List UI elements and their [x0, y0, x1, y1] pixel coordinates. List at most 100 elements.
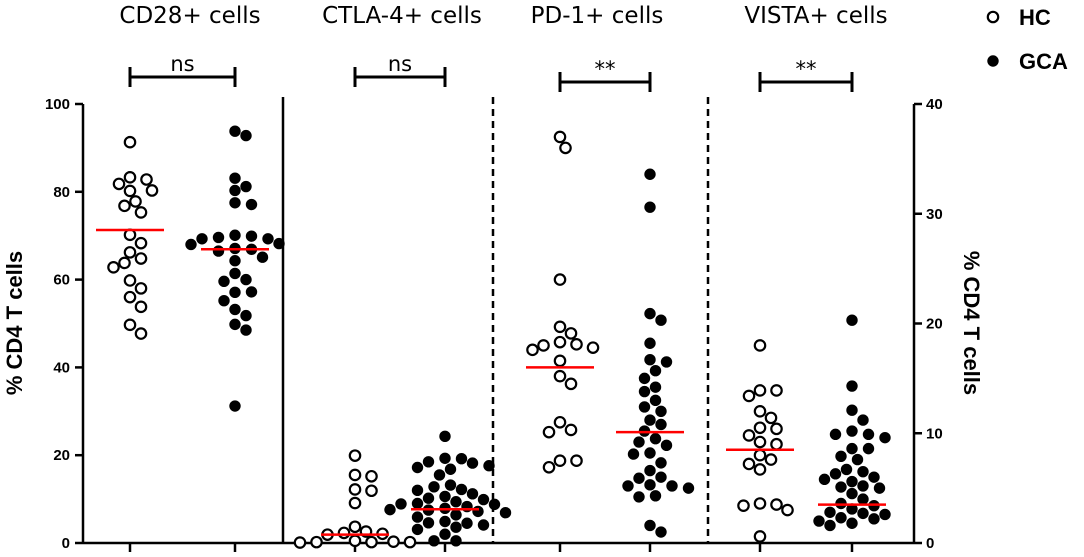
gca-data-point: [229, 303, 241, 316]
gca-data-point: [846, 314, 858, 326]
gca-data-point: [655, 471, 667, 483]
hc-data-point: [140, 173, 153, 186]
hc-data-point: [123, 171, 137, 184]
hc-data-point: [107, 261, 120, 274]
hc-data-point: [570, 338, 583, 351]
hc-data-point: [553, 354, 567, 368]
gca-data-point: [439, 490, 451, 503]
left-axis-tick-label: 80: [53, 184, 70, 201]
hc-data-point: [134, 252, 148, 265]
hc-data-point: [348, 520, 362, 534]
gca-data-point: [196, 233, 208, 245]
hc-data-point: [337, 526, 351, 540]
hc-data-point: [134, 282, 148, 295]
hc-data-point: [348, 468, 362, 482]
gca-data-point: [229, 267, 241, 280]
gca-data-point: [240, 309, 252, 322]
gca-data-point: [633, 436, 645, 448]
gca-data-point: [682, 482, 695, 494]
gca-data-point: [273, 237, 285, 250]
gca-data-point: [638, 401, 651, 413]
gca-data-point: [824, 519, 836, 532]
hc-data-point: [112, 177, 126, 191]
gca-data-point: [229, 229, 241, 241]
gca-data-point: [450, 521, 462, 533]
right-axis-tick-label: 10: [926, 425, 943, 442]
legend-filled-circle-icon: [987, 55, 999, 67]
gca-data-point: [411, 461, 424, 474]
hc-data-point: [118, 199, 131, 213]
gca-data-point: [644, 479, 656, 491]
hc-data-point: [564, 327, 578, 340]
right-axis-tick-label: 0: [926, 535, 934, 552]
gca-data-point: [439, 528, 451, 540]
gca-data-point: [240, 129, 252, 142]
gca-data-point: [862, 442, 875, 455]
gca-data-point: [846, 425, 858, 437]
hc-data-point: [537, 339, 550, 352]
hc-data-point: [770, 422, 783, 436]
gca-data-point: [851, 453, 864, 466]
hc-data-point: [753, 448, 767, 462]
hc-data-point: [365, 469, 378, 483]
gca-data-point: [212, 231, 225, 244]
legend-open-circle-icon: [986, 10, 1000, 24]
hc-data-point: [348, 496, 362, 510]
hc-data-point: [586, 341, 600, 354]
gca-data-point: [649, 490, 662, 502]
gca-data-point: [873, 482, 886, 494]
hc-data-point: [764, 453, 778, 466]
hc-data-point: [123, 246, 137, 259]
gca-data-point: [857, 414, 869, 426]
gca-data-point: [835, 450, 847, 462]
gca-data-point: [450, 509, 462, 521]
gca-data-point: [466, 488, 479, 500]
gca-data-point: [835, 512, 847, 524]
hc-data-point: [781, 503, 794, 517]
gca-data-point: [212, 245, 225, 257]
hc-data-point: [753, 384, 767, 397]
gca-data-point: [229, 318, 241, 331]
gca-data-point: [857, 493, 869, 505]
gca-data-point: [428, 481, 440, 493]
gca-data-point: [627, 448, 640, 460]
gca-data-point: [499, 507, 512, 519]
gca-data-point: [649, 364, 662, 377]
gca-data-point: [439, 452, 451, 464]
left-axis-title: % CD4 T cells: [2, 251, 27, 395]
gca-data-point: [846, 404, 858, 416]
gca-data-point: [862, 428, 875, 441]
gca-data-point: [384, 503, 396, 516]
gca-data-point: [879, 508, 891, 521]
hc-data-point: [542, 425, 556, 439]
left-axis-tick-label: 20: [53, 447, 70, 464]
gca-data-point: [428, 535, 440, 547]
gca-data-point: [666, 480, 678, 492]
hc-data-point: [129, 195, 142, 208]
gca-data-point: [638, 372, 651, 385]
gca-data-point: [483, 460, 495, 472]
gca-data-point: [411, 484, 424, 497]
hc-data-point: [526, 343, 539, 357]
hc-data-point: [564, 423, 578, 437]
gca-data-point: [660, 439, 673, 452]
gca-data-point: [846, 442, 858, 455]
gca-data-point: [644, 464, 656, 477]
gca-data-point: [649, 381, 662, 393]
gca-data-point: [488, 498, 501, 511]
hc-data-point: [387, 535, 400, 548]
significance-label: ns: [170, 52, 194, 76]
gca-data-point: [229, 255, 241, 267]
gca-data-point: [477, 519, 490, 531]
hc-data-point: [134, 327, 148, 340]
gca-data-point: [444, 479, 457, 491]
panel-title: CTLA-4+ cells: [322, 3, 482, 29]
gca-data-point: [644, 414, 656, 426]
gca-data-point: [245, 198, 258, 211]
gca-data-point: [649, 433, 662, 445]
gca-data-point: [450, 496, 462, 508]
hc-data-point: [348, 534, 362, 548]
hc-data-point: [553, 320, 567, 334]
panel-title: PD-1+ cells: [531, 3, 664, 29]
hc-data-point: [348, 449, 362, 462]
